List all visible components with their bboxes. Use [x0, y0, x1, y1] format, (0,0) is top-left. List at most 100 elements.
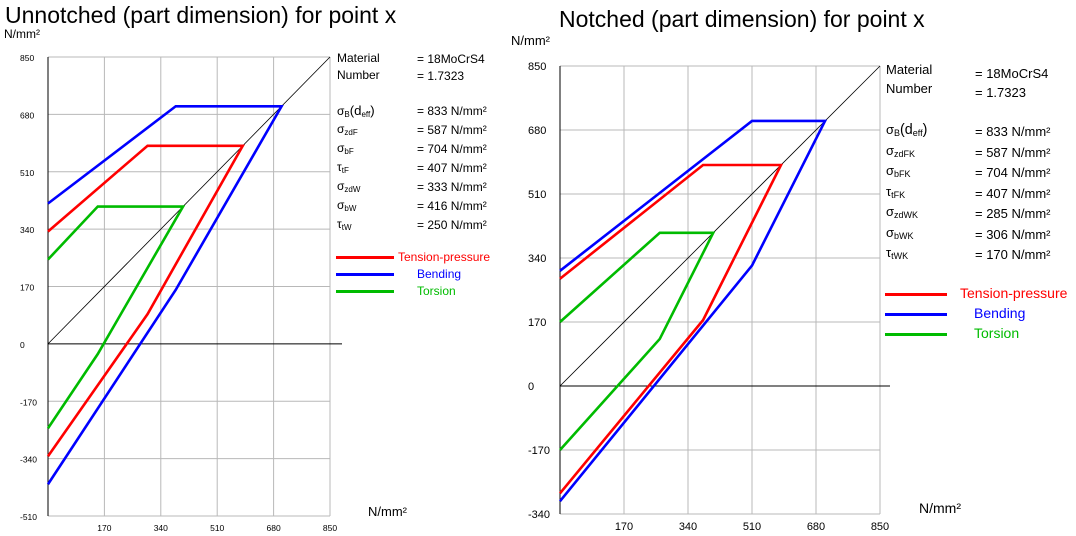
legend-label: Bending	[974, 305, 1026, 321]
y-tick-label: -170	[20, 397, 37, 407]
number-value: = 1.7323	[417, 69, 465, 83]
series-line-bending	[46, 104, 284, 485]
material-label: Material	[337, 51, 380, 65]
param-value: = 333 N/mm²	[417, 180, 487, 194]
param-close: )	[922, 122, 928, 138]
y-tick-label: -170	[528, 445, 550, 457]
material-value: = 18MoCrS4	[975, 66, 1049, 81]
param-row: τtFK	[886, 184, 905, 200]
y-tick-label: 340	[528, 253, 546, 265]
param-symbol: τ	[886, 183, 892, 199]
y-tick-label: 510	[528, 189, 546, 201]
param-subscript: tWK	[891, 251, 909, 261]
param-subscript: bW	[344, 204, 357, 213]
param-subscript: bF	[344, 147, 354, 156]
legend-label: Tension-pressure	[398, 250, 491, 264]
param-value: = 306 N/mm²	[975, 226, 1051, 242]
legend-swatch	[336, 256, 394, 259]
series-line-torsion	[46, 205, 186, 429]
legend-label: Torsion	[974, 325, 1020, 341]
param-value: = 285 N/mm²	[975, 206, 1051, 221]
series-line-bending	[558, 119, 828, 503]
param-symbol: τ	[886, 245, 892, 260]
x-tick-label: 850	[323, 523, 337, 533]
material-info-notched: Material Number = 18MoCrS4 = 1.7323 σB(d…	[886, 62, 1076, 267]
param-subscript: bFK	[894, 169, 911, 179]
param-value: = 587 N/mm²	[975, 144, 1051, 160]
param-row: σbF	[337, 141, 354, 156]
legend-label: Torsion	[417, 284, 456, 298]
param-row: τtW	[337, 217, 352, 232]
x-tick-label: 340	[154, 523, 168, 533]
series-line-torsion	[559, 231, 716, 451]
x-unit-label-unnotched: N/mm²	[368, 504, 407, 519]
param-subscript: tW	[341, 223, 352, 232]
param-row: σzdWK	[886, 204, 918, 220]
param-symbol: τ	[337, 217, 342, 231]
y-tick-label: 340	[20, 225, 34, 235]
y-unit-label-unnotched: N/mm²	[4, 27, 40, 41]
param-extra-subscript: eff	[912, 128, 923, 138]
param-symbol: σ	[886, 204, 895, 219]
param-value: = 250 N/mm²	[417, 218, 487, 232]
y-tick-label: 170	[20, 283, 34, 293]
x-tick-label: 170	[615, 521, 633, 533]
param-row: τtWK	[886, 245, 908, 261]
y-tick-label: 680	[20, 110, 34, 120]
y-tick-label: 0	[528, 381, 534, 393]
param-value: = 170 N/mm²	[975, 247, 1051, 262]
param-symbol: σ	[337, 179, 345, 193]
param-symbol: σ	[337, 198, 345, 212]
y-tick-label: 680	[528, 125, 546, 137]
legend-swatch	[336, 273, 394, 276]
param-row: σB(deff)	[337, 103, 375, 119]
param-symbol: σ	[886, 163, 895, 178]
param-row: σzdFK	[886, 143, 915, 159]
param-row: σB(deff)	[886, 122, 927, 138]
x-unit-label-notched: N/mm²	[919, 500, 961, 516]
chart-title-unnotched: Unnotched (part dimension) for point x	[5, 2, 397, 28]
x-tick-label: 680	[807, 521, 825, 533]
param-value: = 704 N/mm²	[417, 142, 487, 156]
series-line-tension-pressure	[46, 144, 245, 458]
param-row: σzdW	[337, 179, 360, 194]
param-row: σbW	[337, 198, 356, 213]
param-row: σzdF	[337, 122, 358, 137]
y-tick-label: 170	[528, 317, 546, 329]
legend-label: Tension-pressure	[960, 285, 1068, 301]
param-subscript: tF	[341, 166, 349, 175]
x-tick-label: 510	[210, 523, 224, 533]
x-tick-label: 850	[871, 521, 889, 533]
param-value: = 407 N/mm²	[417, 161, 487, 175]
legend-swatch	[885, 333, 947, 336]
param-value: = 833 N/mm²	[417, 104, 487, 118]
y-tick-label: -340	[528, 509, 550, 521]
x-tick-label: 510	[743, 521, 761, 533]
param-subscript: zdFK	[894, 148, 916, 159]
material-info-unnotched: Material Number = 18MoCrS4 = 1.7323 σB(d…	[337, 51, 507, 236]
param-subscript: zdWK	[894, 210, 919, 220]
param-symbol: σ	[886, 142, 895, 158]
number-label: Number	[886, 81, 933, 96]
material-value: = 18MoCrS4	[417, 52, 485, 66]
chart-title-notched: Notched (part dimension) for point x	[559, 6, 925, 32]
param-subscript: zdF	[344, 128, 358, 137]
diagonal-reference-line	[47, 56, 331, 345]
param-value: = 416 N/mm²	[417, 199, 487, 213]
diagonal-reference-line	[559, 65, 881, 387]
legend-swatch	[336, 290, 394, 293]
legend-unnotched: Tension-pressure Bending Torsion	[336, 250, 506, 310]
param-value: = 704 N/mm²	[975, 165, 1051, 180]
y-tick-label: -340	[20, 455, 37, 465]
param-extra: (d	[349, 103, 362, 118]
param-row: τtF	[337, 160, 349, 175]
legend-label: Bending	[417, 267, 462, 281]
param-extra-subscript: eff	[361, 110, 371, 119]
series-line-tension-pressure	[558, 163, 784, 495]
y-tick-label: 510	[20, 168, 34, 178]
x-tick-label: 340	[679, 521, 697, 533]
param-row: σbWK	[886, 225, 914, 241]
number-label: Number	[337, 68, 380, 82]
legend-swatch	[885, 293, 947, 296]
param-subscript: bWK	[894, 230, 914, 241]
